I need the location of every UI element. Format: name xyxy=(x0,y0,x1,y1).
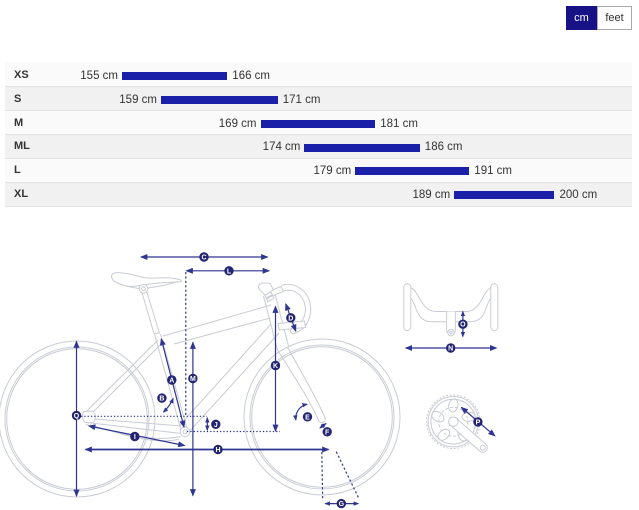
svg-text:K: K xyxy=(273,363,278,370)
svg-text:M: M xyxy=(190,376,196,383)
svg-text:O: O xyxy=(460,322,466,329)
svg-text:I: I xyxy=(134,434,136,441)
svg-text:G: G xyxy=(339,501,345,508)
svg-text:J: J xyxy=(214,422,218,429)
svg-text:D: D xyxy=(288,315,293,322)
svg-text:H: H xyxy=(215,447,220,454)
svg-text:N: N xyxy=(448,346,453,353)
svg-text:L: L xyxy=(227,268,232,275)
svg-text:F: F xyxy=(325,429,330,436)
svg-text:B: B xyxy=(159,396,164,403)
svg-text:C: C xyxy=(201,255,206,262)
svg-text:A: A xyxy=(169,378,174,385)
svg-text:Q: Q xyxy=(74,413,80,420)
svg-text:E: E xyxy=(305,414,310,421)
svg-text:P: P xyxy=(476,419,481,426)
